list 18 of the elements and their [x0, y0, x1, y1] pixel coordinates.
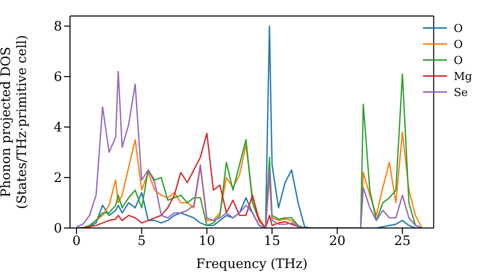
y-tick-label: 2 — [54, 171, 62, 186]
legend-label: O — [454, 22, 463, 34]
legend-label: Mg — [454, 70, 472, 82]
y-axis-title: Phonon projected DOS (States/THz·primitive cell) — [0, 34, 30, 210]
legend-label: Se — [454, 86, 468, 98]
x-tick-label: 15 — [264, 234, 280, 250]
x-tick-label: 25 — [394, 234, 411, 250]
y-tick-label: 6 — [54, 70, 62, 86]
y-tick-label: 4 — [54, 120, 62, 136]
legend-label: O — [454, 54, 463, 66]
x-tick-label: 0 — [72, 234, 81, 250]
x-tick-label: 20 — [328, 234, 346, 250]
y-tick-label: 0 — [54, 222, 62, 237]
legend-label: O — [454, 38, 463, 50]
x-axis-title: Frequency (THz) — [196, 257, 308, 272]
y-tick-label: 8 — [54, 20, 62, 35]
x-tick-label: 10 — [198, 234, 216, 250]
x-tick-label: 5 — [138, 234, 146, 250]
